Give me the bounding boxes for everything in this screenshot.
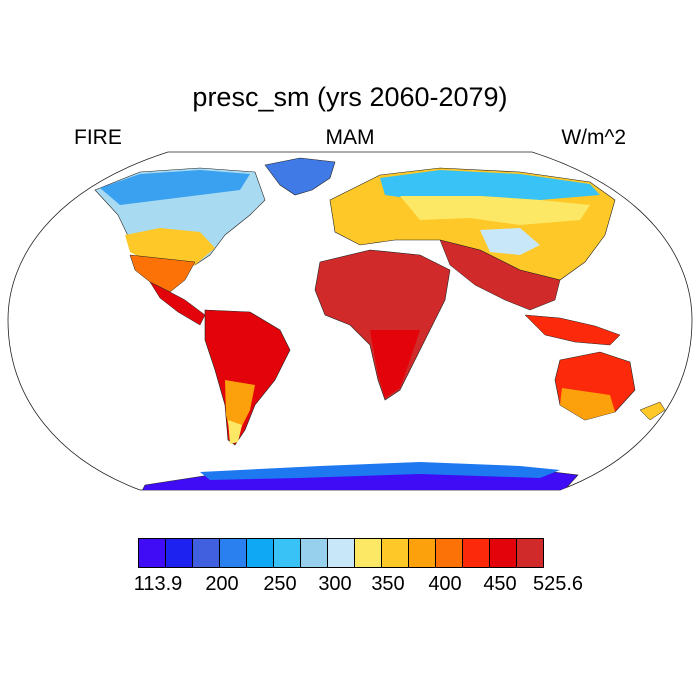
- colorbar-swatch: [273, 538, 301, 568]
- map-title: presc_sm (yrs 2060-2079): [192, 82, 508, 112]
- maritime-continent-region: [524, 314, 621, 346]
- colorbar-label: 300: [318, 573, 352, 595]
- colorbar-swatch: [408, 538, 436, 568]
- season-label: MAM: [325, 126, 375, 149]
- colorbar-swatch: [192, 538, 220, 568]
- colorbar-labels: 113.9 200 250 300 350 400 450 525.6: [0, 573, 700, 597]
- colorbar-label: 525.6: [532, 573, 584, 595]
- colorbar-swatch: [516, 538, 544, 568]
- africa-region: [314, 249, 451, 401]
- colorbar-label: 350: [371, 573, 405, 595]
- colorbar-swatch: [354, 538, 382, 568]
- colorbar-swatch: [489, 538, 517, 568]
- south-america-region: [204, 309, 291, 446]
- colorbar-label: 250: [263, 573, 297, 595]
- north-america-region: [94, 167, 266, 326]
- colorbar-swatch: [327, 538, 355, 568]
- new-zealand-region: [639, 401, 666, 421]
- colorbar-swatch: [381, 538, 409, 568]
- colorbar-swatch: [462, 538, 490, 568]
- colorbar-swatch: [219, 538, 247, 568]
- colorbar-label: 400: [428, 573, 462, 595]
- colorbar-swatch: [435, 538, 463, 568]
- colorbar-swatch: [300, 538, 328, 568]
- colorbar: [138, 538, 544, 568]
- greenland-region: [264, 157, 336, 196]
- units-label: W/m^2: [561, 126, 626, 149]
- eurasia-region: [329, 167, 616, 311]
- colorbar-label: 200: [205, 573, 239, 595]
- colorbar-label: 113.9: [133, 573, 183, 595]
- colorbar-swatch: [246, 538, 274, 568]
- left-label: FIRE: [74, 126, 122, 149]
- colorbar-label: 450: [483, 573, 517, 595]
- colorbar-swatch: [138, 538, 166, 568]
- australia-region: [554, 351, 636, 421]
- colorbar-swatch: [165, 538, 193, 568]
